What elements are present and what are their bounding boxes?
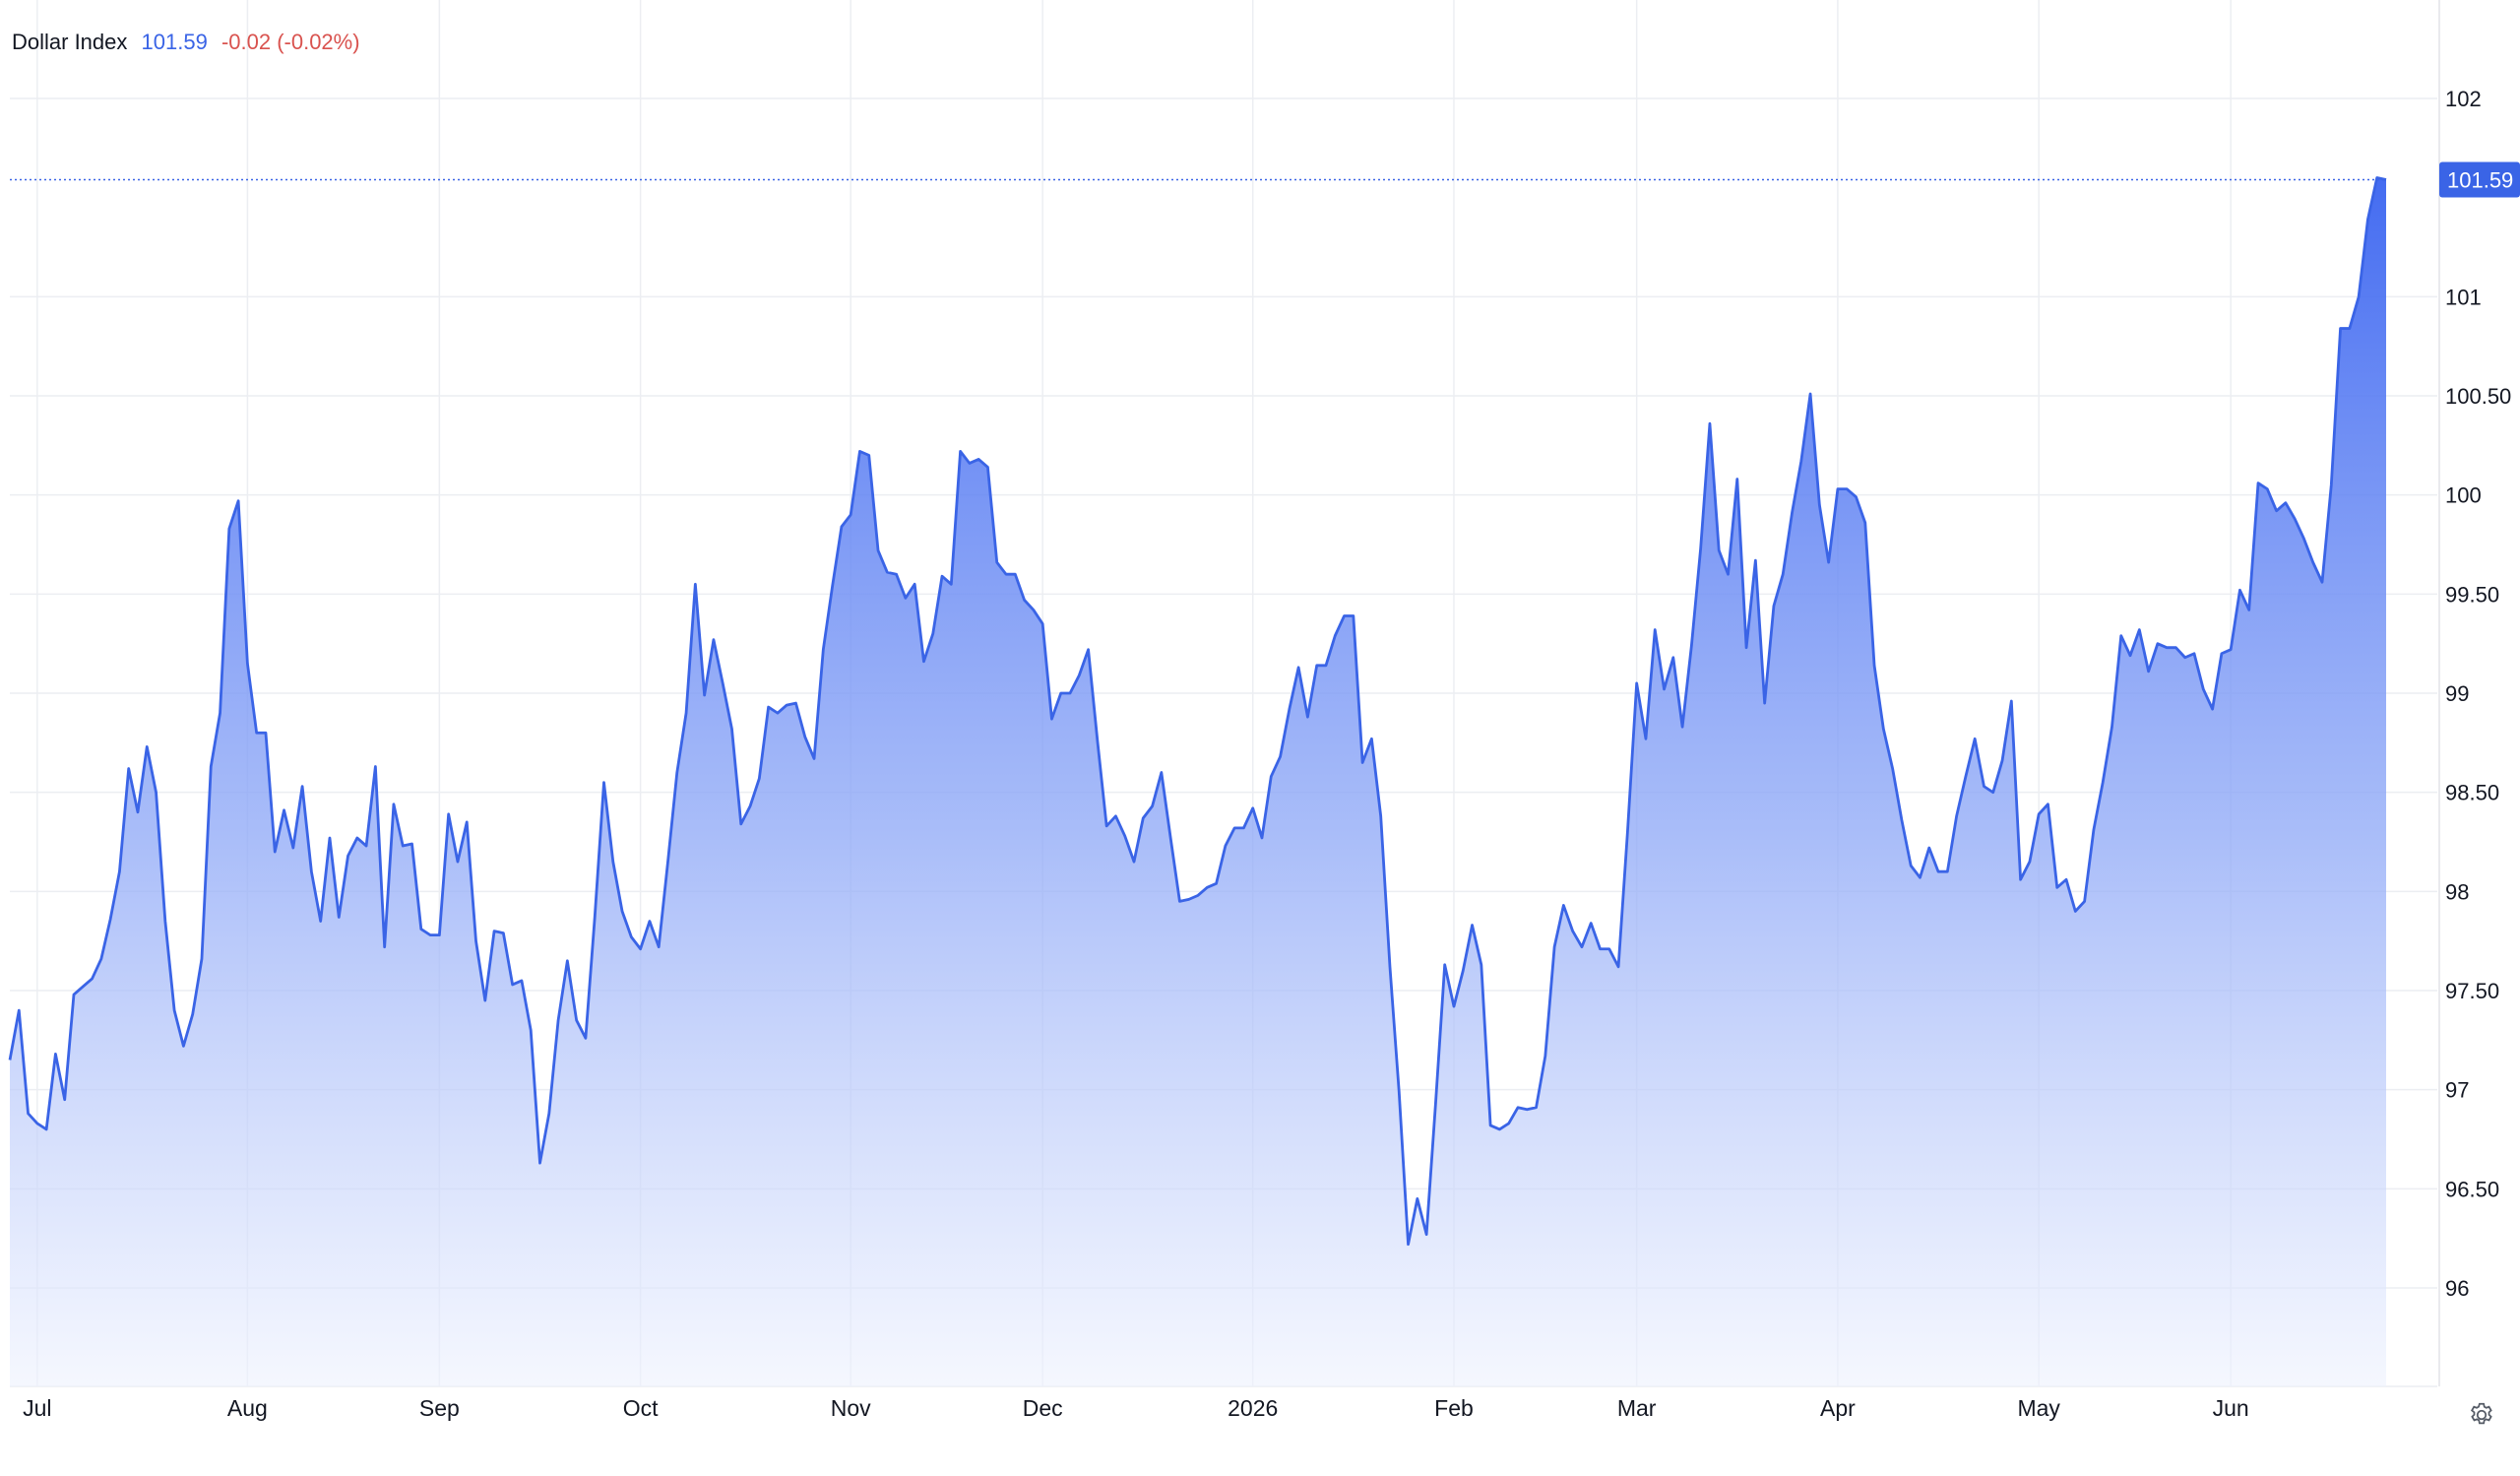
y-tick-label: 97.50 <box>2445 979 2499 1003</box>
y-tick-label: 102 <box>2445 87 2482 111</box>
x-tick-label: Sep <box>419 1395 460 1421</box>
x-tick-label: Jun <box>2213 1395 2249 1421</box>
last-price-value: 101.59 <box>141 30 208 54</box>
y-tick-label: 98.50 <box>2445 781 2499 805</box>
y-tick-label: 100.50 <box>2445 384 2511 409</box>
x-tick-label: 2026 <box>1228 1395 1278 1421</box>
x-tick-label: Apr <box>1820 1395 1856 1421</box>
last-price-tag-bg <box>2439 161 2520 198</box>
y-tick-label: 99 <box>2445 681 2469 706</box>
y-tick-label: 98 <box>2445 879 2469 904</box>
x-tick-label: Nov <box>831 1395 871 1421</box>
x-tick-label: Mar <box>1617 1395 1657 1421</box>
legend: Dollar Index 101.59 -0.02 (-0.02%) <box>12 30 368 55</box>
price-change: -0.02 (-0.02%) <box>220 30 360 54</box>
y-tick-label: 100 <box>2445 483 2482 508</box>
gear-icon[interactable] <box>2467 1400 2496 1430</box>
price-area-fill <box>10 177 2386 1386</box>
last-price-tag: 101.59 <box>2439 161 2520 198</box>
y-tick-label: 96 <box>2445 1276 2469 1301</box>
x-tick-label: Jul <box>23 1395 51 1421</box>
price-series-line <box>8 176 2387 1247</box>
last-price-tag-label: 101.59 <box>2447 168 2513 193</box>
x-tick-label: Feb <box>1434 1395 1474 1421</box>
x-tick-label: Aug <box>227 1395 268 1421</box>
symbol-name: Dollar Index <box>12 30 128 54</box>
time-axis[interactable]: Jul Aug Sep Oct Nov Dec 2026 Feb Mar Apr May Jun <box>23 1395 2249 1421</box>
x-tick-label: Dec <box>1023 1395 1063 1421</box>
y-tick-label: 101 <box>2445 285 2482 309</box>
y-tick-label: 97 <box>2445 1078 2469 1103</box>
y-tick-label: 99.50 <box>2445 582 2499 607</box>
y-tick-label: 96.50 <box>2445 1177 2499 1201</box>
x-tick-label: Oct <box>623 1395 659 1421</box>
x-tick-label: May <box>2017 1395 2060 1421</box>
price-axis[interactable]: 102 101 100.50 100 99.50 99 98.50 98 97.50 97 96.5… <box>2445 87 2511 1301</box>
